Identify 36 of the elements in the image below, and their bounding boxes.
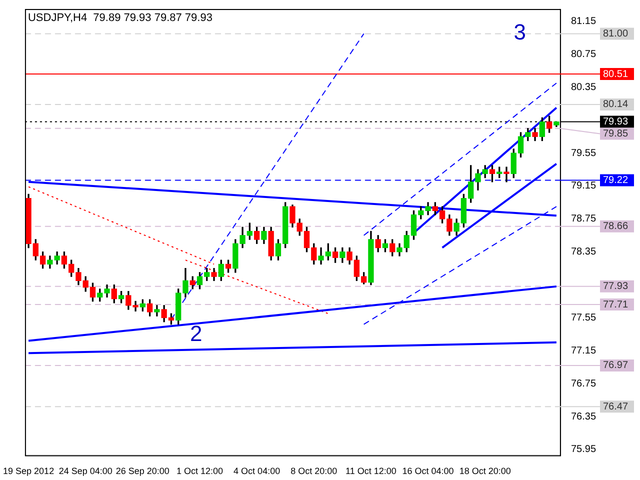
x-tick-label: 24 Sep 04:00 [58, 466, 112, 476]
y-tick-label: 79.55 [571, 148, 596, 159]
y-tick-label: 75.95 [571, 444, 596, 456]
ref-line-label: 79.22 [603, 174, 628, 186]
ref-line-label: 77.93 [603, 281, 628, 292]
x-tick-label: 11 Oct 12:00 [346, 466, 396, 476]
x-tick-label: 4 Oct 04:00 [234, 466, 280, 476]
ref-line-label: 79.85 [603, 128, 628, 140]
y-tick-label: 79.15 [571, 180, 596, 192]
x-tick-label: 26 Sep 20:00 [116, 466, 170, 476]
y-tick-label: 76.35 [571, 411, 596, 422]
x-tick-label: 19 Sep 2012 [3, 466, 54, 476]
y-tick-label: 76.75 [571, 378, 596, 390]
y-tick-label: 78.75 [571, 214, 596, 225]
y-tick-label: 77.55 [571, 312, 596, 324]
y-tick-label: 78.35 [571, 246, 596, 258]
ref-line-label: 80.14 [603, 99, 628, 110]
x-tick-label: 18 Oct 20:00 [459, 466, 511, 476]
ref-line-label: 78.66 [603, 221, 628, 232]
x-tick-label: 8 Oct 20:00 [290, 466, 338, 476]
annotation: 2 [190, 320, 202, 346]
y-tick-label: 77.15 [571, 345, 596, 356]
ref-line-label: 80.51 [603, 68, 628, 80]
annotation: 3 [514, 20, 526, 45]
ref-line-label: 76.47 [603, 401, 628, 412]
x-tick-label: 16 Oct 04:00 [402, 466, 454, 476]
ref-line-label: 77.71 [603, 299, 628, 310]
x-tick-label: 1 Oct 12:00 [176, 466, 224, 476]
y-tick-label: 81.15 [571, 16, 596, 28]
candlestick [504, 166, 510, 182]
ref-line-label: 81.00 [603, 28, 628, 40]
y-tick-label: 80.75 [571, 49, 596, 60]
ref-line-label: 76.97 [603, 360, 628, 372]
chart-title: USDJPY,H4 79.89 79.93 79.87 79.93 [28, 12, 212, 24]
y-tick-label: 80.35 [571, 82, 596, 93]
ref-line-label: 79.93 [603, 116, 628, 128]
